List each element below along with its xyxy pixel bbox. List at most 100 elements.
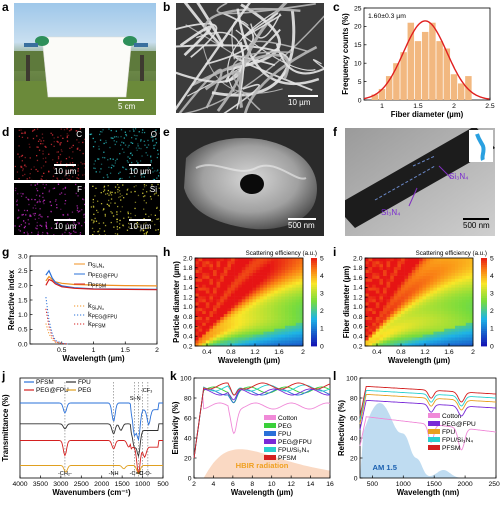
legend-label: FPU (442, 429, 455, 436)
heatmap-cell (220, 284, 225, 288)
heatmap-cell (263, 275, 268, 279)
heatmap-cell (447, 278, 452, 282)
scale-bar-b: 10 µm (288, 95, 318, 107)
heatmap-cell (422, 290, 427, 294)
heatmap-cell (295, 281, 300, 285)
heatmap-cell (455, 275, 459, 279)
heatmap-cell (419, 278, 423, 282)
heatmap-cell (220, 299, 225, 303)
reflectivity-line-1 (359, 399, 496, 431)
heatmap-cell (195, 313, 199, 317)
heatmap-cell (379, 266, 384, 271)
heatmap-cell (216, 275, 221, 279)
heatmap-cell (267, 334, 271, 338)
heatmap-cell (295, 299, 300, 303)
colorbar-cell (481, 273, 487, 276)
heatmap-cell (386, 287, 391, 291)
heatmap-cell (299, 278, 304, 282)
heatmap-cell (299, 275, 304, 279)
heatmap-cell (202, 278, 207, 282)
histogram-bar (400, 52, 407, 100)
heatmap-cell (198, 331, 203, 335)
heatmap-cell (375, 260, 380, 265)
heatmap-cell (386, 328, 391, 332)
heatmap-cell (462, 266, 467, 271)
heatmap-cell (295, 302, 300, 306)
heatmap-cell (281, 260, 286, 265)
heatmap-cell (281, 266, 286, 271)
y-axis-label: Particle diameter (µm) (172, 261, 181, 343)
heatmap-cell (299, 340, 304, 344)
heatmap-cell (256, 302, 261, 306)
heatmap-cell (379, 293, 384, 297)
heatmap-cell (375, 337, 380, 341)
heatmap-cell (365, 319, 369, 323)
heatmap-cell (285, 322, 289, 326)
colorbar-cell (311, 280, 317, 283)
heatmap-cell (252, 260, 257, 265)
heatmap-cell (256, 316, 261, 320)
heatmap-cell (408, 281, 413, 285)
heatmap-cell (426, 299, 431, 303)
heatmap-cell (249, 263, 253, 268)
heatmap-cell (281, 299, 286, 303)
heatmap-cell (256, 331, 261, 335)
heatmap-cell (433, 316, 438, 320)
heatmap-cell (227, 278, 232, 282)
heatmap-cell (227, 337, 232, 341)
heatmap-cell (198, 319, 203, 323)
heatmap-cell (288, 260, 293, 265)
heatmap-cell (292, 331, 297, 335)
heatmap-cell (415, 299, 420, 303)
heatmap-cell (216, 331, 221, 335)
heatmap-cell (213, 319, 217, 323)
heatmap-cell (209, 293, 214, 297)
colorbar-cell (481, 302, 487, 305)
heatmap-cell (419, 287, 423, 291)
heatmap-cell (386, 260, 391, 265)
heatmap-cell (433, 325, 438, 329)
heatmap-cell (270, 260, 275, 265)
heatmap-cell (231, 319, 235, 323)
heatmap-cell (256, 287, 261, 291)
colorbar-cell (481, 282, 487, 285)
heatmap-cell (195, 272, 199, 276)
heatmap-cell (447, 328, 452, 332)
heatmap-cell (365, 337, 369, 341)
panel-label-f: f (333, 125, 337, 139)
heatmap-cell (216, 307, 221, 312)
heatmap-cell (469, 328, 474, 332)
heatmap-cell (195, 328, 199, 332)
heatmap-cell (259, 313, 264, 317)
heatmap-cell (444, 258, 449, 262)
heatmap-cell (415, 275, 420, 279)
heatmap-cell (205, 263, 210, 268)
heatmap-cell (415, 304, 420, 309)
heatmap-cell (368, 316, 373, 320)
colorbar-cell (311, 271, 317, 274)
heatmap-cell (379, 331, 384, 335)
heatmap-cell (277, 331, 282, 335)
heatmap-cell (259, 316, 264, 320)
heatmap-cell (288, 266, 293, 271)
heatmap-cell (231, 343, 235, 347)
y-tick-label: 100 (180, 375, 192, 382)
heatmap-cell (288, 340, 293, 344)
heatmap-cell (213, 272, 217, 276)
heatmap-cell (415, 296, 420, 300)
heatmap-cell (270, 304, 275, 309)
y-tick-label: 3.0 (18, 253, 28, 260)
heatmap-cell (252, 278, 257, 282)
heatmap-cell (401, 334, 405, 338)
panel-label-l: l (333, 369, 337, 383)
heatmap-cell (415, 269, 420, 273)
heatmap-cell (465, 307, 470, 312)
colorbar-cell (481, 308, 487, 312)
y-tick-label: 1.0 (353, 304, 363, 311)
heatmap-cell (422, 328, 427, 332)
heatmap-cell (256, 290, 261, 294)
heatmap-cell (390, 304, 395, 309)
colorbar-tick-label: 1 (490, 326, 494, 333)
heatmap-cell (231, 310, 235, 315)
heatmap-cell (372, 310, 377, 315)
